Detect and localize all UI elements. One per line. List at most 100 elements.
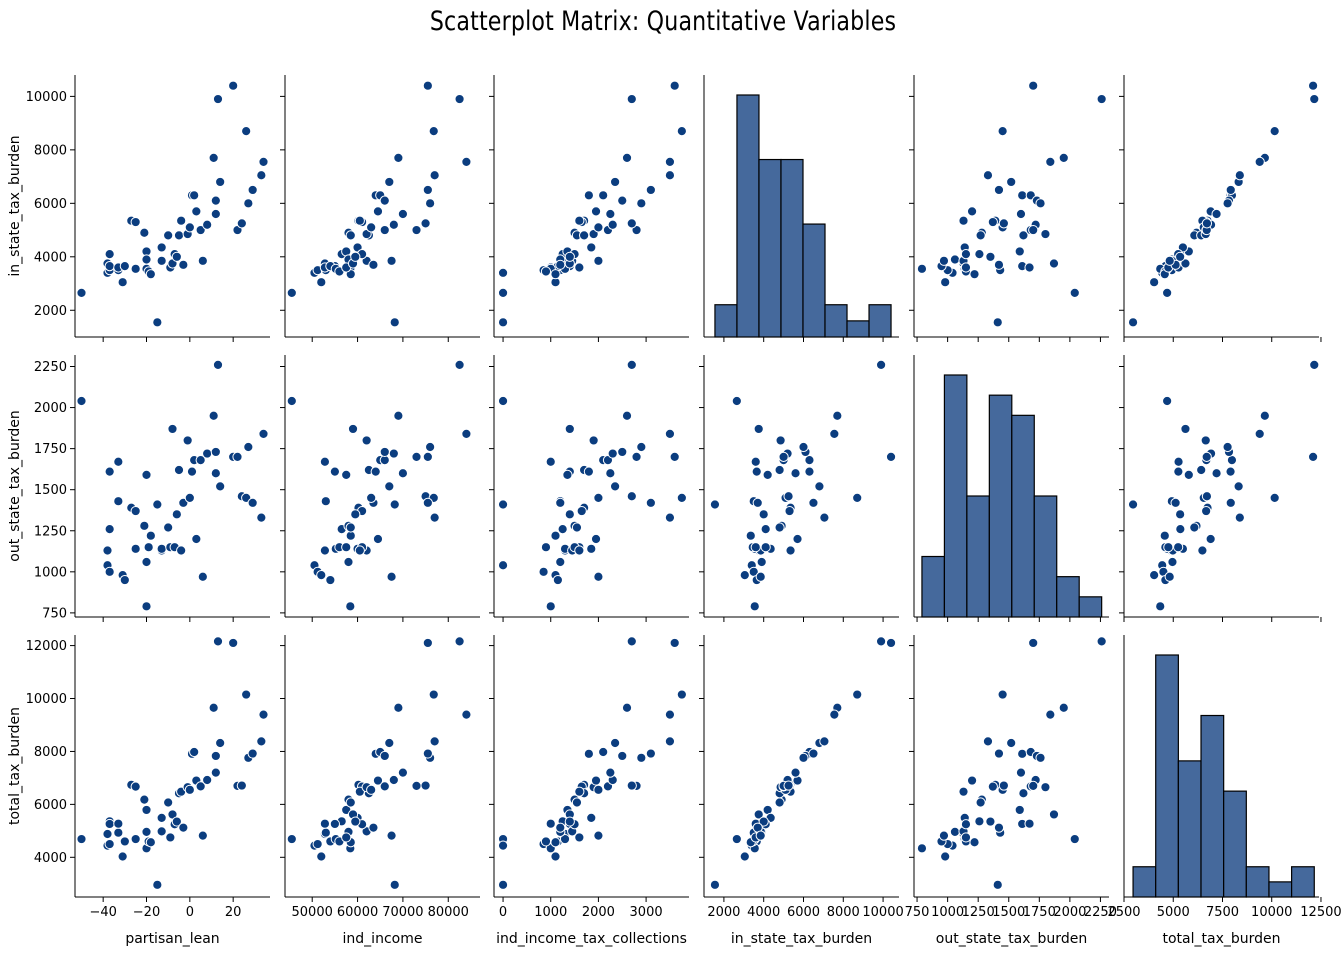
- scatter-point-total_tax_burden-ind_income-2: [312, 838, 323, 850]
- y-tick-label-out_state_tax_burden: 1750: [34, 442, 67, 457]
- scatter-point-total_tax_burden-ind_income-22: [345, 797, 356, 808]
- scatter-point-total_tax_burden-out_state_tax_burden-46: [997, 689, 1008, 700]
- x-tick-label-out_state_tax_burden: 2000: [1053, 905, 1086, 920]
- scatter-point-out_state_tax_burden-total_tax_burden-29: [1170, 497, 1181, 508]
- scatter-point-in_state_tax_burden-out_state_tax_burden-16: [949, 254, 961, 265]
- scatter-point-total_tax_burden-out_state_tax_burden-19: [992, 879, 1003, 890]
- scatter-point-in_state_tax_burden-total_tax_burden-40: [1309, 93, 1320, 105]
- scatter-point-total_tax_burden-out_state_tax_burden-26: [985, 816, 996, 827]
- scatter-point-total_tax_burden-partisan_lean-36: [197, 830, 208, 841]
- scatter-point-total_tax_burden-ind_income_tax_collections-48: [645, 748, 656, 759]
- scatter-point-in_state_tax_burden-out_state_tax_burden-47: [1035, 198, 1046, 209]
- scatter-point-in_state_tax_burden-partisan_lean-41: [210, 208, 221, 220]
- scatter-point-out_state_tax_burden-total_tax_burden-34: [1205, 533, 1216, 545]
- y-tick-label-total_tax_burden: 8000: [34, 745, 67, 760]
- scatter-point-out_state_tax_burden-ind_income_tax_collections-30: [588, 435, 599, 446]
- scatter-point-total_tax_burden-out_state_tax_burden-40: [1096, 636, 1107, 647]
- scatter-point-in_state_tax_burden-out_state_tax_burden-50: [1045, 156, 1056, 167]
- scatter-point-in_state_tax_burden-ind_income-31: [366, 222, 377, 233]
- scatter-point-in_state_tax_burden-ind_income-0: [286, 287, 297, 298]
- scatter-point-total_tax_burden-ind_income-5: [329, 818, 340, 830]
- scatter-point-out_state_tax_burden-ind_income_tax_collections-22: [571, 522, 583, 533]
- x-tick-label-in_state_tax_burden: 6000: [787, 905, 820, 920]
- scatter-point-total_tax_burden-out_state_tax_burden-18: [969, 837, 980, 848]
- scatter-point-total_tax_burden-in_state_tax_burden-50: [829, 709, 840, 720]
- scatter-point-out_state_tax_burden-total_tax_burden-8: [1149, 570, 1160, 581]
- scatter-point-out_state_tax_burden-total_tax_burden-14: [1155, 601, 1166, 612]
- scatter-point-in_state_tax_burden-partisan_lean-13: [139, 227, 150, 238]
- scatter-point-out_state_tax_burden-in_state_tax_burden-36: [755, 571, 766, 582]
- scatter-point-out_state_tax_burden-ind_income-30: [361, 435, 372, 446]
- scatter-point-out_state_tax_burden-ind_income-49: [429, 512, 440, 523]
- scatter-point-in_state_tax_burden-ind_income-22: [345, 230, 356, 241]
- scatter-point-total_tax_burden-ind_income_tax_collections-41: [605, 767, 616, 778]
- scatter-point-total_tax_burden-out_state_tax_burden-23: [960, 832, 972, 843]
- x-tick-label-total_tax_burden: 12500: [1300, 905, 1341, 920]
- scatter-point-total_tax_burden-out_state_tax_burden-14: [916, 843, 928, 854]
- scatter-point-out_state_tax_burden-partisan_lean-6: [113, 496, 124, 507]
- scatter-point-out_state_tax_burden-in_state_tax_burden-27: [774, 464, 785, 476]
- scatter-point-out_state_tax_burden-partisan_lean-38: [208, 410, 219, 421]
- scatter-point-out_state_tax_burden-ind_income-16: [343, 556, 354, 568]
- scatter-point-in_state_tax_burden-partisan_lean-38: [208, 152, 219, 163]
- scatter-point-out_state_tax_burden-ind_income-23: [341, 542, 352, 553]
- scatter-point-out_state_tax_burden-in_state_tax_burden-33: [804, 455, 815, 466]
- scatter-point-out_state_tax_burden-ind_income_tax_collections-24: [564, 423, 575, 435]
- scatter-point-total_tax_burden-partisan_lean-48: [247, 748, 258, 759]
- scatter-point-in_state_tax_burden-partisan_lean-5: [104, 261, 115, 272]
- x-tick-label-total_tax_burden: 7500: [1206, 905, 1239, 920]
- scatter-point-out_state_tax_burden-ind_income-38: [393, 410, 404, 421]
- scatter-point-in_state_tax_burden-ind_income-37: [388, 219, 399, 230]
- scatter-point-in_state_tax_burden-ind_income-44: [411, 224, 422, 236]
- scatter-point-total_tax_burden-ind_income-49: [429, 736, 440, 747]
- scatter-point-total_tax_burden-partisan_lean-43: [228, 637, 239, 649]
- scatter-point-total_tax_burden-ind_income-0: [286, 833, 297, 845]
- scatter-point-out_state_tax_burden-partisan_lean-4: [104, 524, 115, 535]
- scatter-point-in_state_tax_burden-ind_income_tax_collections-47: [636, 198, 647, 209]
- scatter-point-out_state_tax_burden-in_state_tax_burden-47: [798, 441, 809, 453]
- scatter-point-out_state_tax_burden-total_tax_burden-47: [1222, 441, 1233, 453]
- scatter-point-out_state_tax_burden-partisan_lean-13: [139, 520, 150, 531]
- scatter-point-total_tax_burden-ind_income_tax_collections-26: [564, 816, 575, 827]
- x-axis-label-partisan_lean: partisan_lean: [125, 931, 219, 947]
- scatter-point-total_tax_burden-partisan_lean-0: [76, 833, 87, 845]
- scatter-point-out_state_tax_burden-in_state_tax_burden-5: [751, 466, 762, 477]
- scatter-point-total_tax_burden-ind_income-41: [397, 767, 409, 778]
- scatter-point-total_tax_burden-out_state_tax_burden-32: [1017, 748, 1028, 759]
- y-tick-label-total_tax_burden: 12000: [26, 639, 67, 654]
- y-tick-label-in_state_tax_burden: 10000: [26, 90, 67, 105]
- scatter-point-out_state_tax_burden-ind_income-42: [384, 481, 395, 492]
- scatter-point-in_state_tax_burden-ind_income_tax_collections-43: [669, 80, 680, 91]
- scatter-point-in_state_tax_burden-ind_income-34: [372, 206, 384, 217]
- scatter-point-total_tax_burden-partisan_lean-12: [130, 833, 141, 845]
- x-axis-label-ind_income_tax_collections: ind_income_tax_collections: [496, 931, 687, 947]
- scatter-point-out_state_tax_burden-ind_income_tax_collections-1: [497, 560, 509, 571]
- scatter-point-in_state_tax_burden-total_tax_burden-43: [1307, 80, 1319, 91]
- y-tick-label-in_state_tax_burden: 4000: [34, 250, 67, 265]
- scatter-point-out_state_tax_burden-partisan_lean-30: [182, 435, 193, 446]
- scatter-point-in_state_tax_burden-out_state_tax_burden-14: [916, 263, 928, 274]
- scatter-point-total_tax_burden-partisan_lean-29: [178, 822, 189, 833]
- scatter-point-total_tax_burden-in_state_tax_burden-41: [790, 767, 801, 778]
- scatter-point-out_state_tax_burden-total_tax_burden-19: [1127, 499, 1139, 510]
- scatter-point-out_state_tax_burden-ind_income-15: [341, 469, 352, 481]
- scatter-point-in_state_tax_burden-partisan_lean-39: [210, 195, 221, 206]
- scatter-point-total_tax_burden-ind_income-31: [366, 784, 377, 795]
- x-tick-label-out_state_tax_burden: 1750: [1023, 905, 1056, 920]
- scatter-point-in_state_tax_burden-ind_income-8: [316, 277, 327, 288]
- scatter-point-total_tax_burden-partisan_lean-11: [130, 781, 141, 792]
- scatter-point-out_state_tax_burden-in_state_tax_burden-8: [739, 570, 750, 581]
- scatter-point-in_state_tax_burden-ind_income-43: [422, 80, 433, 91]
- scatter-point-total_tax_burden-in_state_tax_burden-47: [798, 752, 809, 763]
- scatter-point-in_state_tax_burden-ind_income-29: [368, 259, 379, 270]
- scatter-point-out_state_tax_burden-total_tax_burden-50: [1254, 428, 1265, 439]
- scatter-point-total_tax_burden-out_state_tax_burden-50: [1045, 709, 1056, 720]
- scatter-point-in_state_tax_burden-partisan_lean-50: [258, 156, 269, 167]
- scatter-point-total_tax_burden-out_state_tax_burden-45: [998, 780, 1009, 791]
- scatter-point-out_state_tax_burden-in_state_tax_burden-23: [750, 542, 761, 553]
- scatter-point-out_state_tax_burden-in_state_tax_burden-32: [804, 466, 815, 477]
- scatter-point-in_state_tax_burden-partisan_lean-16: [141, 254, 152, 265]
- scatter-point-out_state_tax_burden-total_tax_burden-41: [1211, 468, 1222, 479]
- scatter-point-in_state_tax_burden-partisan_lean-27: [173, 230, 185, 241]
- scatter-point-in_state_tax_burden-total_tax_burden-24: [1180, 258, 1191, 269]
